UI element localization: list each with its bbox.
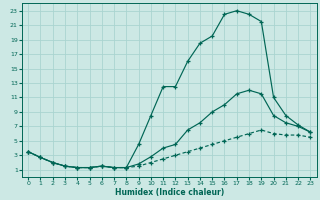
X-axis label: Humidex (Indice chaleur): Humidex (Indice chaleur) [115,188,224,197]
